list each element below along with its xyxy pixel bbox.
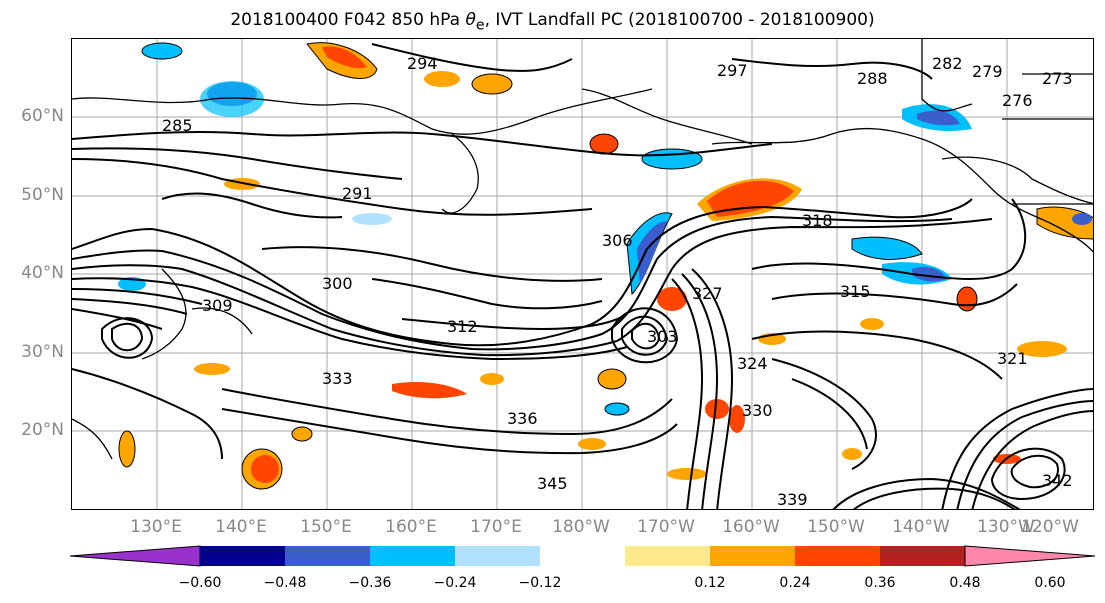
lat-label: 40°N: [21, 263, 64, 283]
contour-label: 279: [972, 62, 1003, 81]
contour-labels: 285 291 294 297 300 312 318 315 306 309 …: [162, 54, 1073, 509]
colorbar-tick-label: 0.60: [1034, 575, 1066, 591]
lon-label: 130°W: [977, 517, 1035, 537]
colorbar-cell: [710, 546, 796, 566]
lon-label: 180°W: [552, 517, 610, 537]
lon-label: 160°E: [385, 517, 437, 537]
contour-label: 321: [997, 349, 1028, 368]
lat-label: 30°N: [21, 342, 64, 362]
colorbar-cell: [200, 546, 286, 566]
contour-label: 339: [777, 490, 808, 509]
colorbar-tick-label: −0.24: [433, 575, 477, 591]
contour-label: 330: [742, 401, 773, 420]
lon-label: 150°W: [807, 517, 865, 537]
contour-label: 297: [717, 61, 748, 80]
lon-label: 170°W: [637, 517, 695, 537]
contour-label: 342: [1042, 471, 1073, 490]
contour-label: 336: [507, 409, 538, 428]
contour-label: 276: [1002, 91, 1033, 110]
colorbar-tick-label: 0.48: [949, 575, 981, 591]
contour-label: 345: [537, 474, 568, 493]
lon-label: 150°E: [300, 517, 352, 537]
colorbar-tick-label: −0.60: [178, 575, 222, 591]
contour-label: 333: [322, 369, 353, 388]
colorbar-cell: [370, 546, 456, 566]
colorbar: [70, 545, 1096, 567]
colorbar-cell: [880, 546, 966, 566]
colorbar-tick-label: −0.12: [518, 575, 562, 591]
colorbar-tick-label: 0.36: [864, 575, 896, 591]
lat-label: 20°N: [21, 420, 64, 440]
lon-label: 140°E: [215, 517, 267, 537]
ivt-shading: [118, 42, 1093, 490]
lon-label: 140°W: [892, 517, 950, 537]
colorbar-extend-low: [70, 545, 201, 567]
colorbar-cell: [455, 546, 541, 566]
contour-label: 273: [1042, 69, 1073, 88]
lat-label: 50°N: [21, 185, 64, 205]
contour-label: 300: [322, 274, 353, 293]
lat-label: 60°N: [21, 106, 64, 126]
contour-label: 318: [802, 211, 833, 230]
colorbar-tick-label: 0.24: [779, 575, 811, 591]
contour-label: 288: [857, 69, 888, 88]
colorbar-cells: [70, 545, 1096, 567]
contour-label: 309: [202, 296, 233, 315]
colorbar-cell: [540, 546, 626, 566]
contour-label: 327: [692, 284, 723, 303]
map-title: 2018100400 F042 850 hPa θe, IVT Landfall…: [230, 10, 875, 34]
lon-label: 160°W: [722, 517, 780, 537]
theta-e-contours: [72, 43, 1093, 509]
contour-label: 291: [342, 184, 373, 203]
contour-label: 324: [737, 354, 768, 373]
contour-label: 303: [647, 327, 678, 346]
colorbar-tick-label: 0.12: [694, 575, 726, 591]
colorbar-cell: [795, 546, 881, 566]
colorbar-tick-label: −0.48: [263, 575, 307, 591]
contour-label: 282: [932, 54, 963, 73]
lon-label: 130°E: [130, 517, 182, 537]
coastlines: [72, 39, 1093, 460]
contour-label: 294: [407, 54, 438, 73]
colorbar-cell: [285, 546, 371, 566]
contour-label: 285: [162, 116, 193, 135]
colorbar-cell: [625, 546, 711, 566]
colorbar-extend-high: [964, 545, 1096, 567]
contour-label: 306: [602, 231, 633, 250]
graticule: [72, 39, 1093, 509]
lon-label: 120°W: [1021, 517, 1079, 537]
colorbar-tick-label: −0.36: [348, 575, 392, 591]
lon-label: 170°E: [470, 517, 522, 537]
contour-label: 315: [840, 282, 871, 301]
map-svg: 285 291 294 297 300 312 318 315 306 309 …: [72, 39, 1093, 509]
map-panel: 285 291 294 297 300 312 318 315 306 309 …: [71, 38, 1094, 510]
contour-label: 312: [447, 317, 478, 336]
